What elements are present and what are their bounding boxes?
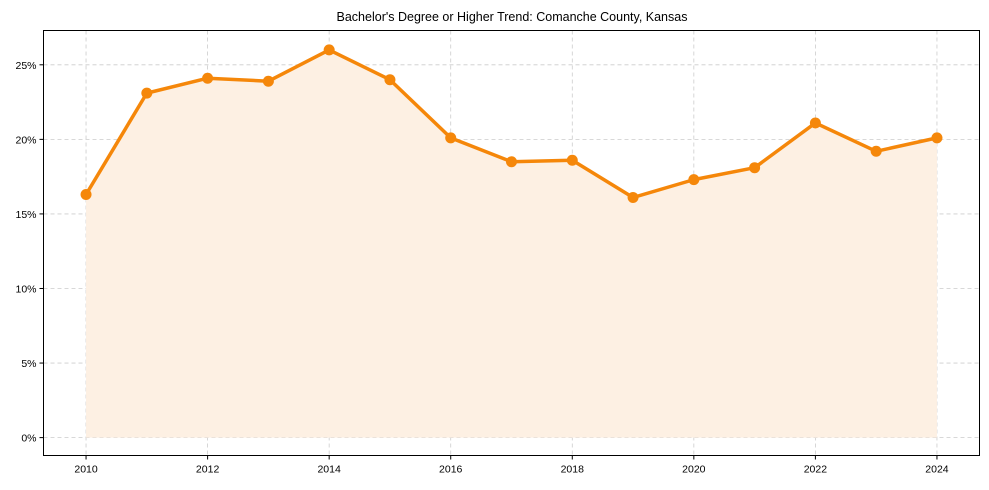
data-point-marker	[323, 44, 335, 56]
area-fill	[86, 49, 937, 438]
data-point-marker	[749, 162, 761, 174]
area-fill-path	[86, 49, 937, 438]
x-tick-label: 2010	[74, 464, 98, 476]
data-point-marker	[445, 132, 457, 144]
data-point-marker	[384, 74, 396, 86]
data-point-marker	[931, 132, 943, 144]
data-point-marker	[141, 87, 153, 99]
data-points	[80, 44, 943, 204]
data-point-marker	[809, 117, 821, 129]
data-point-marker	[870, 145, 882, 157]
x-tick-label: 2016	[439, 464, 463, 476]
data-point-marker	[506, 156, 517, 168]
y-tick-label: 0%	[21, 433, 36, 445]
y-tick-label: 10%	[15, 283, 36, 295]
y-tick-label: 5%	[21, 358, 36, 370]
y-tick-label: 15%	[15, 209, 36, 221]
y-tick-label: 25%	[15, 60, 36, 72]
x-tick-label: 2018	[561, 464, 585, 476]
data-point-marker	[627, 192, 639, 204]
x-axis: 2010 2012 2014 2016 2018 2020 2022 2024	[74, 455, 949, 476]
data-point-marker	[566, 154, 578, 166]
data-point-marker	[80, 189, 92, 201]
x-tick-label: 2014	[317, 464, 341, 476]
data-point-marker	[262, 75, 274, 87]
x-tick-label: 2020	[682, 464, 706, 476]
chart-title: Bachelor's Degree or Higher Trend: Coman…	[337, 10, 688, 24]
data-point-marker	[202, 72, 214, 84]
plot-frame	[43, 30, 980, 456]
y-tick-label: 20%	[15, 134, 36, 146]
x-tick-label: 2012	[196, 464, 220, 476]
x-tick-label: 2022	[804, 464, 828, 476]
x-tick-label: 2024	[925, 464, 949, 476]
y-axis: 0% 5% 10% 15% 20% 25%	[15, 60, 44, 445]
data-point-marker	[688, 174, 700, 186]
